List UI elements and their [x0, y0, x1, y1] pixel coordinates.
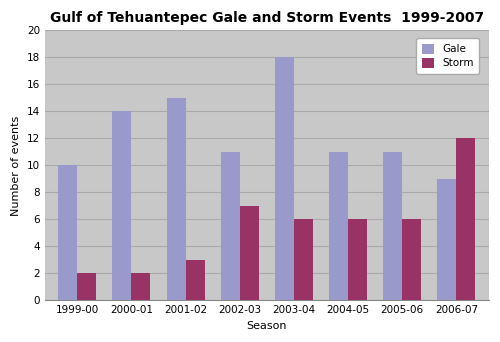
Bar [348, 220, 367, 301]
Bar [112, 111, 132, 301]
Bar [402, 220, 421, 301]
Bar [58, 166, 78, 301]
Bar [456, 139, 475, 301]
Legend: Gale, Storm: Gale, Storm [416, 38, 479, 74]
Bar [384, 152, 402, 301]
Bar [275, 57, 294, 301]
Bar [438, 179, 456, 301]
X-axis label: Season: Season [246, 321, 287, 331]
Bar [329, 152, 348, 301]
Bar [186, 260, 204, 301]
Bar [294, 220, 313, 301]
Bar [78, 274, 96, 301]
Bar [221, 152, 240, 301]
Bar [132, 274, 150, 301]
Y-axis label: Number of events: Number of events [11, 115, 21, 215]
Bar [166, 98, 186, 301]
Title: Gulf of Tehuantepec Gale and Storm Events  1999-2007: Gulf of Tehuantepec Gale and Storm Event… [50, 11, 484, 25]
Bar [240, 206, 258, 301]
